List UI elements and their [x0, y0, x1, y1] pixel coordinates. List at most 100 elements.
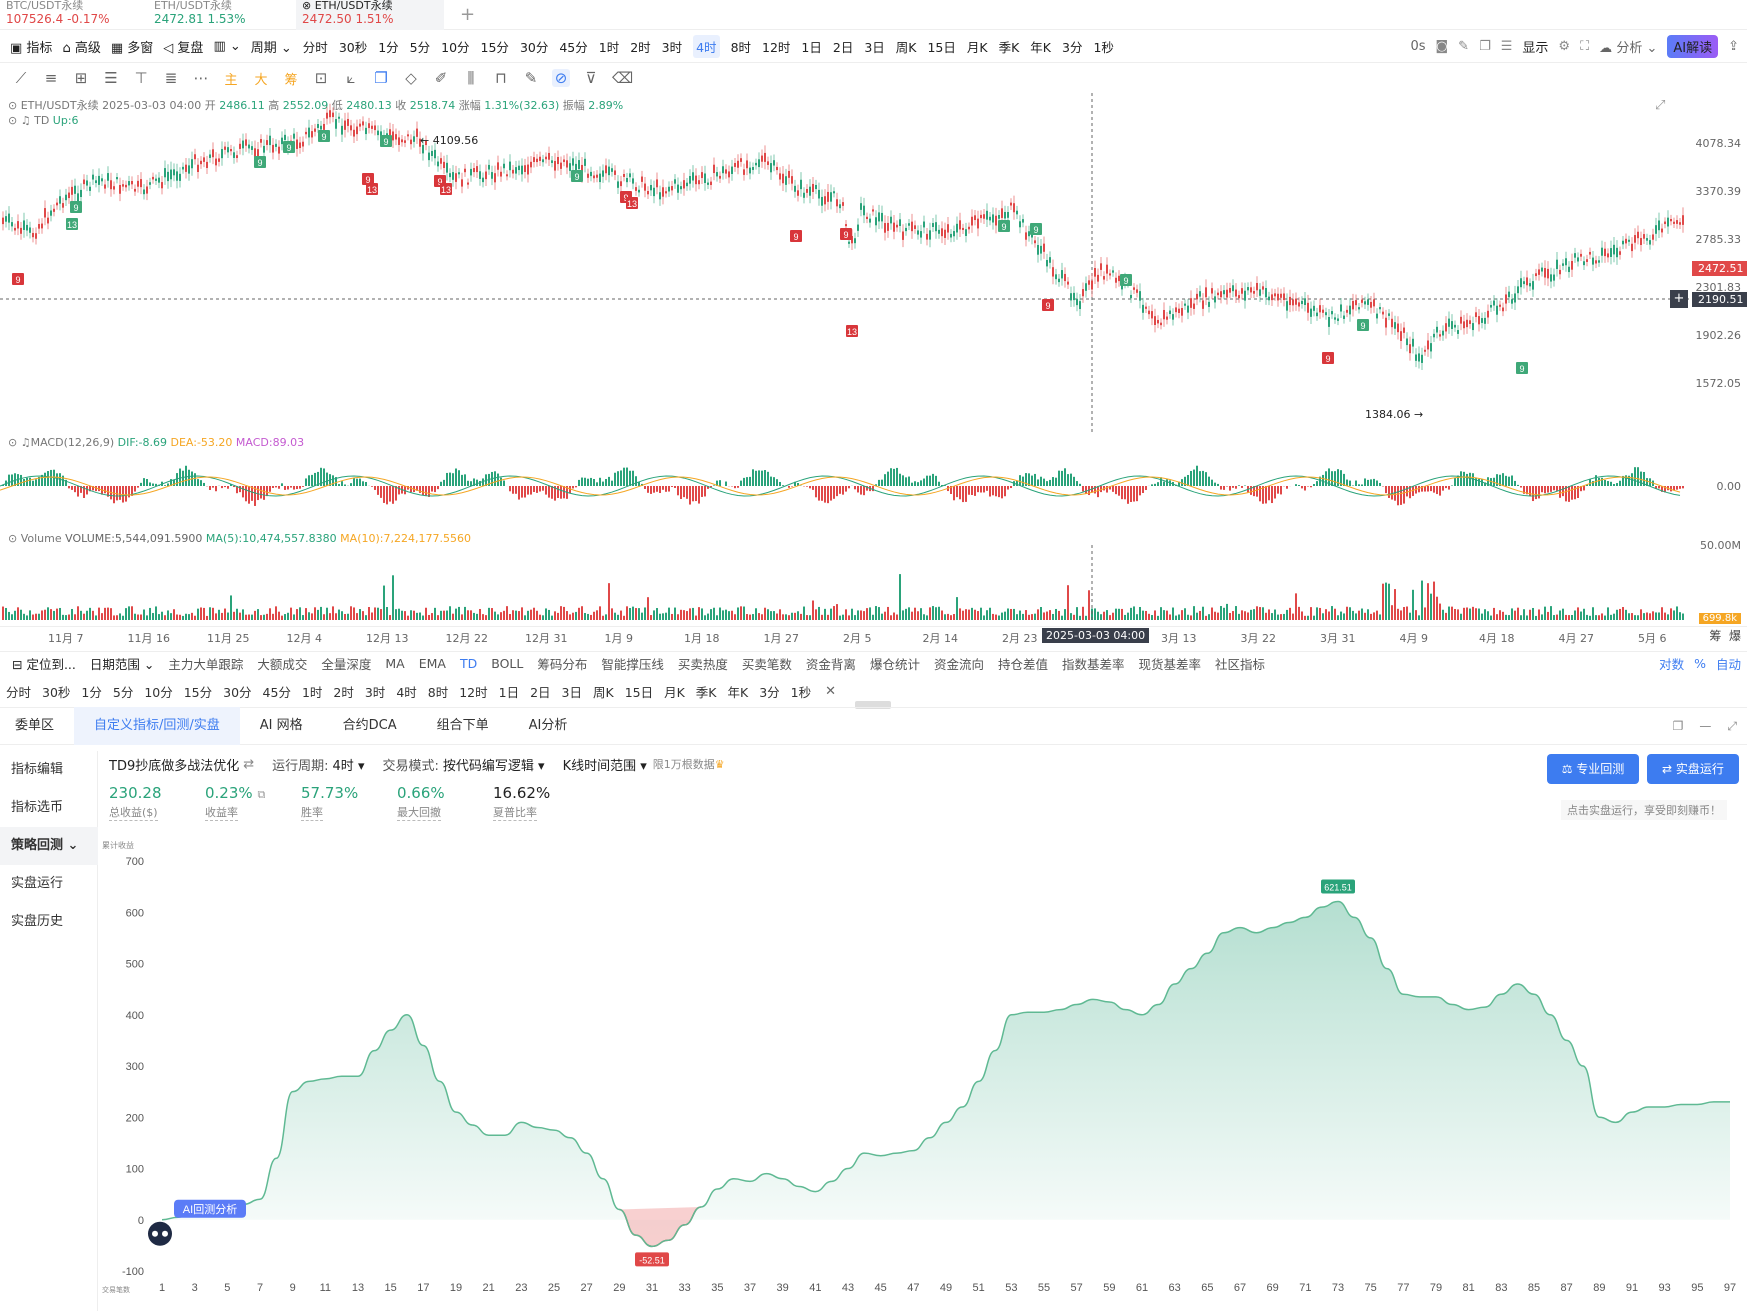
period-8[interactable]: 1时 — [301, 684, 323, 700]
chart-type-button[interactable]: ▥ ⌄ — [213, 38, 241, 54]
multi-window-button[interactable]: ▦ 多窗 — [110, 40, 154, 56]
pro-backtest-button[interactable]: ⚖ 专业回测 — [1547, 754, 1639, 784]
indicator-8[interactable]: 智能撑压线 — [601, 657, 664, 672]
candlestick-chart[interactable]: 91399999913913991399139999999 — [0, 93, 1690, 433]
popout-icon[interactable]: ❐ — [1672, 719, 1684, 733]
indicator-0[interactable]: 主力大单跟踪 — [168, 657, 244, 672]
bell-icon[interactable]: ♫ — [20, 436, 31, 449]
calc-tool-icon[interactable]: ⊡ — [314, 69, 328, 87]
cross-tool-icon[interactable]: ⊞ — [74, 69, 88, 87]
period-8[interactable]: 1时 — [598, 39, 620, 55]
period-0[interactable]: 分时 — [302, 39, 328, 55]
period-22[interactable]: 3分 — [759, 684, 780, 700]
resize-handle[interactable] — [855, 701, 891, 709]
side-item-edit[interactable]: 指标编辑 — [11, 762, 64, 777]
panel-tab-2[interactable]: AI 网格 — [259, 718, 303, 733]
period-13[interactable]: 12时 — [459, 684, 488, 700]
range-select[interactable]: K线时间范围 ▾ — [562, 758, 647, 774]
indicator-17[interactable]: 社区指标 — [1215, 657, 1266, 672]
big-tool-button[interactable]: 大 — [254, 72, 268, 88]
period-20[interactable]: 季K — [695, 684, 717, 700]
bell-icon[interactable]: ♫ — [20, 114, 31, 127]
add-tab-icon[interactable]: + — [460, 4, 476, 25]
panel-tab-4[interactable]: 组合下单 — [436, 718, 489, 733]
percent-toggle[interactable]: % — [1694, 656, 1706, 671]
period-10[interactable]: 3时 — [364, 684, 386, 700]
measure-tool-icon[interactable]: ⟀ — [346, 69, 356, 87]
indicator-5[interactable]: TD — [459, 656, 478, 671]
mode-select[interactable]: 按代码编写逻辑 ▾ — [442, 758, 545, 774]
camera-icon[interactable]: ◙ — [1435, 38, 1449, 54]
chip-icon[interactable]: 筹 — [1709, 629, 1722, 643]
period-9[interactable]: 2时 — [333, 684, 354, 700]
macd-chart[interactable] — [0, 448, 1690, 534]
annotate-tool-icon[interactable]: ❐ — [374, 69, 388, 87]
period-7[interactable]: 45分 — [559, 39, 588, 55]
indicator-6[interactable]: BOLL — [491, 656, 524, 671]
period-10[interactable]: 3时 — [661, 39, 683, 55]
period-6[interactable]: 30分 — [519, 39, 549, 55]
period-14[interactable]: 1日 — [801, 39, 822, 55]
period-3[interactable]: 5分 — [112, 684, 134, 700]
period-19[interactable]: 月K — [664, 684, 685, 700]
symbol-tab-eth-active[interactable]: ⊗ ETH/USDT永续 2472.50 1.51% — [296, 0, 444, 30]
period-11[interactable]: 4时 — [693, 34, 720, 58]
indicator-12[interactable]: 爆仓统计 — [869, 657, 920, 672]
collapse-icon[interactable]: ⊙ — [8, 99, 18, 112]
panel-tab-5[interactable]: AI分析 — [528, 718, 568, 733]
maximize-icon[interactable]: ⤢ — [1727, 718, 1737, 733]
period-23[interactable]: 1秒 — [790, 684, 812, 700]
panel-tab-0[interactable]: 委单区 — [15, 718, 55, 733]
ai-tag-bg[interactable] — [174, 1199, 246, 1218]
volume-chart[interactable] — [0, 545, 1690, 622]
indicator-4[interactable]: EMA — [418, 656, 446, 671]
collapse-icon[interactable]: ⊙ — [8, 436, 18, 449]
close-icon[interactable]: ⊗ — [302, 0, 312, 12]
period-11[interactable]: 4时 — [396, 684, 417, 700]
fullscreen-icon[interactable]: ⛶ — [1580, 38, 1590, 54]
period-select[interactable]: 4时 ▾ — [332, 758, 365, 774]
channel-tool-icon[interactable]: ☰ — [104, 69, 118, 87]
period-1[interactable]: 30秒 — [338, 39, 368, 55]
window-icon[interactable]: ❐ — [1479, 38, 1491, 54]
period-2[interactable]: 1分 — [81, 684, 102, 700]
share-icon[interactable]: ⇪ — [1728, 38, 1739, 54]
period-7[interactable]: 45分 — [262, 684, 291, 700]
period-0[interactable]: 分时 — [6, 684, 32, 700]
bars-tool-icon[interactable]: ⫼ — [467, 69, 475, 87]
symbol-tab-eth[interactable]: ETH/USDT永续 2472.81 1.53% — [148, 0, 296, 30]
log-toggle[interactable]: 对数 — [1659, 657, 1685, 672]
ai-backtest-tag[interactable]: AI回测分析 — [183, 1202, 237, 1216]
side-item-select[interactable]: 指标选币 — [11, 800, 64, 815]
liquidation-icon[interactable]: 爆 — [1728, 629, 1741, 643]
indicator-11[interactable]: 资金背离 — [805, 657, 856, 672]
period-dropdown[interactable]: 周期 ⌄ — [250, 40, 292, 56]
ray-tool-icon[interactable]: ⊤ — [134, 69, 148, 87]
panel-tab-3[interactable]: 合约DCA — [342, 718, 397, 733]
filter-tool-icon[interactable]: ⊽ — [585, 69, 597, 87]
display-button[interactable]: 显示 — [1522, 40, 1549, 56]
side-item-history[interactable]: 实盘历史 — [11, 914, 64, 929]
indicator-3[interactable]: MA — [385, 656, 405, 671]
indicator-10[interactable]: 买卖笔数 — [741, 657, 792, 672]
period-15[interactable]: 2日 — [832, 39, 854, 55]
period-17[interactable]: 周K — [592, 684, 614, 700]
main-tool-button[interactable]: 主 — [224, 72, 238, 88]
chip-tool-button[interactable]: 筹 — [284, 72, 298, 88]
ai-interpret-button[interactable]: AI解读 — [1667, 34, 1719, 58]
collapse-icon[interactable]: ⊙ — [8, 532, 18, 545]
period-12[interactable]: 8时 — [730, 39, 752, 55]
analysis-button[interactable]: ☁ 分析 ⌄ — [1599, 40, 1658, 56]
period-5[interactable]: 15分 — [183, 684, 213, 700]
period-4[interactable]: 10分 — [441, 39, 470, 55]
indicator-2[interactable]: 全量深度 — [321, 657, 372, 672]
period-1[interactable]: 30秒 — [42, 684, 71, 700]
period-17[interactable]: 周K — [895, 39, 917, 55]
locate-button[interactable]: ⊟ 定位到... — [12, 657, 76, 672]
period-14[interactable]: 1日 — [498, 684, 520, 700]
period-21[interactable]: 年K — [727, 684, 749, 700]
magnet-tool-icon[interactable]: ⊘ — [552, 69, 570, 87]
period-20[interactable]: 季K — [998, 39, 1020, 55]
advanced-button[interactable]: ⌂ 高级 — [62, 40, 101, 56]
